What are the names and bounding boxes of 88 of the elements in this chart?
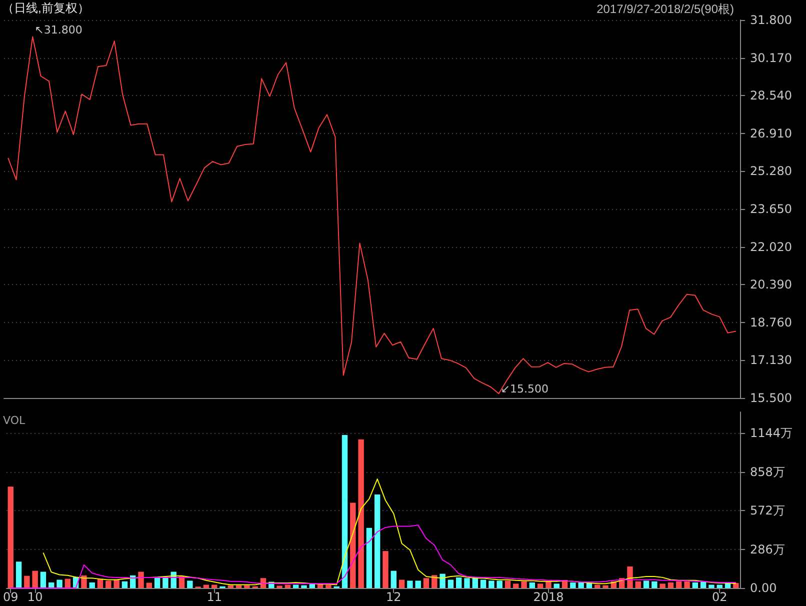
bar — [546, 581, 552, 588]
bar — [342, 435, 348, 588]
y-tick-label: 15.500 — [750, 391, 792, 405]
bar — [635, 581, 641, 588]
bar — [488, 580, 494, 588]
bar — [708, 584, 714, 588]
bar — [326, 584, 332, 588]
bar — [602, 585, 608, 588]
bar — [643, 580, 650, 588]
bar — [56, 580, 62, 588]
bar — [40, 572, 46, 588]
y-tick-label: 26.910 — [750, 126, 792, 140]
bar — [464, 578, 470, 588]
bar — [114, 580, 120, 588]
y-tick-label: 572万 — [750, 504, 785, 518]
x-tick-label: 10 — [27, 590, 43, 604]
bar — [668, 582, 674, 588]
bar — [244, 585, 250, 588]
bar — [382, 551, 388, 588]
chart-title: （日线,前复权） — [2, 1, 90, 15]
y-tick-label: 20.390 — [750, 278, 792, 292]
bar — [456, 577, 462, 588]
bar — [554, 584, 560, 588]
bar — [24, 576, 30, 588]
bar — [390, 570, 396, 588]
y-tick-label: 18.760 — [750, 315, 792, 330]
chart-subtitle: 2017/9/27-2018/2/5(90根) — [596, 2, 734, 16]
bar — [537, 584, 544, 588]
bar — [676, 581, 682, 588]
bar — [162, 577, 168, 588]
bar — [122, 581, 128, 588]
bar — [692, 582, 698, 588]
y-tick-label: 30.170 — [750, 50, 792, 65]
y-tick-label: 23.650 — [750, 202, 792, 216]
bar — [358, 439, 364, 588]
line-series — [10, 524, 736, 588]
bar — [89, 582, 95, 588]
y-tick-label: 858万 — [750, 464, 785, 479]
bar — [407, 580, 413, 588]
bar — [423, 578, 430, 588]
line-series — [42, 478, 736, 586]
bar — [496, 580, 502, 588]
bar — [8, 486, 14, 588]
bar — [374, 494, 380, 588]
bar — [660, 584, 666, 588]
bar — [521, 581, 527, 588]
bar — [432, 575, 438, 588]
bar — [146, 582, 152, 588]
x-tick-label: 2018 — [533, 590, 564, 604]
bar — [652, 581, 658, 588]
bar — [578, 582, 584, 588]
y-tick-label: 28.540 — [750, 88, 792, 103]
bar — [440, 574, 446, 588]
x-tick-label: 11 — [206, 590, 222, 604]
bar — [448, 580, 454, 588]
y-tick-label: 25.280 — [750, 164, 792, 178]
bar — [733, 582, 739, 588]
y-tick-label: 0.00 — [750, 581, 777, 595]
bar — [32, 570, 38, 588]
bar — [138, 572, 144, 588]
y-tick-label: 31.800 — [750, 13, 792, 27]
y-tick-label: 17.130 — [750, 353, 792, 368]
bar — [398, 580, 405, 588]
line-series — [8, 36, 736, 394]
bar — [16, 562, 22, 588]
y-tick-label: 1144万 — [750, 426, 793, 440]
bar — [350, 502, 356, 588]
bar — [480, 580, 486, 588]
x-tick-label: 09 — [2, 590, 18, 604]
bar — [81, 575, 87, 588]
bar — [415, 580, 421, 588]
bar — [187, 580, 193, 588]
bar — [301, 585, 307, 588]
x-tick-label: 02 — [712, 590, 728, 604]
bar — [684, 581, 690, 588]
bar — [504, 580, 511, 588]
x-tick-label: 12 — [386, 590, 402, 604]
bar — [627, 566, 633, 588]
y-tick-label: 286万 — [750, 542, 785, 556]
y-tick-label: 22.020 — [750, 240, 792, 254]
bar — [529, 582, 536, 588]
bar — [513, 584, 519, 588]
annotation: ↙15.500 — [500, 382, 548, 396]
bar — [366, 528, 372, 588]
annotation: ↖31.800 — [34, 24, 82, 37]
bar — [570, 582, 576, 588]
bar — [106, 580, 112, 588]
y-axis-title: VOL — [3, 414, 26, 427]
